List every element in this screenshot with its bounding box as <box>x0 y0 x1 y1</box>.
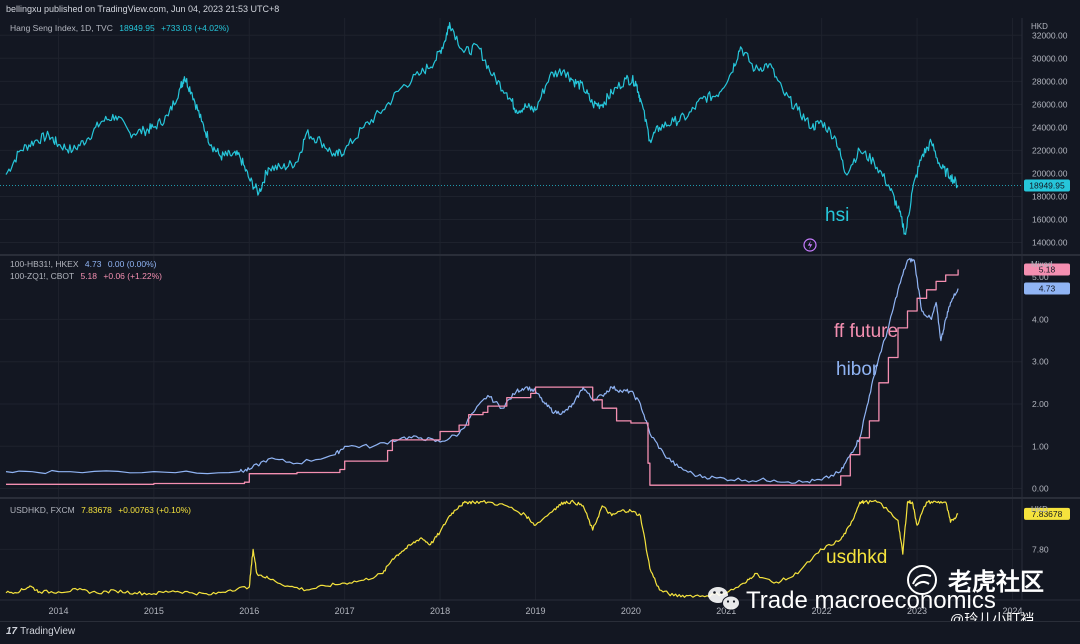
tiger-logo-icon <box>907 565 937 595</box>
pane-dividers <box>0 18 1080 601</box>
price-axis-tick: 0.00 <box>1032 484 1049 494</box>
price-axis-tick: 14000.00 <box>1032 237 1068 247</box>
time-axis-tick: 2018 <box>430 606 450 616</box>
lightning-icon[interactable] <box>803 238 817 252</box>
ff-annotation: ff future <box>834 321 898 342</box>
price-axis-tick: 2.00 <box>1032 399 1049 409</box>
hsi-annotation: hsi <box>825 205 849 226</box>
hsi-legend-name: Hang Seng Index, 1D, TVC <box>10 23 113 33</box>
usdhkd-axis-unit: HKD <box>1031 505 1048 514</box>
usdhkd-last-price-label-bg <box>1024 507 1070 520</box>
price-axis-tick: 26000.00 <box>1032 99 1068 109</box>
hibor-last-price-label: 4.73 <box>1039 284 1056 294</box>
hibor-legend-change: 0.00 (0.00%) <box>108 259 157 269</box>
hsi-last-price-label: 18949.95 <box>1029 181 1065 191</box>
tradingview-logo-text: TradingView <box>20 626 76 637</box>
hsi-last-price-label-bg <box>1024 179 1070 192</box>
price-axis-tick: 7.80 <box>1032 544 1049 554</box>
price-axis-tick: 16000.00 <box>1032 214 1068 224</box>
hsi-legend[interactable]: Hang Seng Index, 1D, TVC 18949.95 +733.0… <box>10 23 229 33</box>
ff-last-price-label: 5.18 <box>1039 265 1056 275</box>
wechat-icon <box>708 587 740 611</box>
footer-bar: 17 TradingView <box>0 621 1080 644</box>
axis-layer: 2014 2015 2016 2017 2018 2019 2020 2021 2022 2023… <box>48 30 1067 616</box>
price-axis-tick: 4.00 <box>1032 314 1049 324</box>
tiger-watermark-text: 老虎社区 <box>948 568 1044 596</box>
price-axis-tick: 22000.00 <box>1032 145 1068 155</box>
tradingview-logo-icon: 17 <box>6 626 18 637</box>
hibor-legend-name: 100-HB31!, HKEX <box>10 259 79 269</box>
price-axis-tick: 18000.00 <box>1032 191 1068 201</box>
hsi-axis-unit: HKD <box>1031 22 1048 31</box>
time-axis-tick: 2022 <box>812 606 832 616</box>
price-axis-tick: 20000.00 <box>1032 168 1068 178</box>
ff-legend-name: 100-ZQ1!, CBOT <box>10 271 74 281</box>
ff-series-line <box>6 269 959 486</box>
price-axis-tick: 32000.00 <box>1032 30 1068 40</box>
usdhkd-annotation: usdhkd <box>826 547 887 568</box>
hibor-legend-value: 4.73 <box>85 259 102 269</box>
series-layer <box>5 22 959 598</box>
price-axis-tick: 5.00 <box>1032 272 1049 282</box>
usdhkd-legend[interactable]: USDHKD, FXCM 7.83678 +0.00763 (+0.10%) <box>10 505 191 515</box>
price-axis-tick: 1.00 <box>1032 441 1049 451</box>
time-axis-tick: 2015 <box>144 606 164 616</box>
time-axis-tick: 2016 <box>239 606 259 616</box>
price-axis-tick: 3.00 <box>1032 357 1049 367</box>
time-axis-tick: 2023 <box>907 606 927 616</box>
price-axis-tick: 28000.00 <box>1032 76 1068 86</box>
hibor-series-line <box>5 257 959 484</box>
time-axis-tick: 2024 <box>1002 606 1022 616</box>
ff-last-price-label-bg <box>1024 263 1070 276</box>
hibor-last-price-label-bg <box>1024 282 1070 295</box>
tradingview-logo[interactable]: 17 TradingView <box>6 626 75 637</box>
tiger-watermark: 老虎社区 <box>907 565 1044 596</box>
hibor-annotation: hibor <box>836 359 879 380</box>
time-axis-tick: 2020 <box>621 606 641 616</box>
wechat-watermark-text: Trade macroeconomics <box>746 587 996 614</box>
time-axis-tick: 2017 <box>335 606 355 616</box>
usdhkd-legend-name: USDHKD, FXCM <box>10 505 75 515</box>
price-axis-tick: 24000.00 <box>1032 122 1068 132</box>
rates-axis-unit: Mixed <box>1031 260 1052 269</box>
ff-legend-change: +0.06 (+1.22%) <box>103 271 162 281</box>
time-axis-tick: 2021 <box>716 606 736 616</box>
hsi-legend-value: 18949.95 <box>119 23 155 33</box>
hsi-series-line <box>5 22 959 235</box>
ff-legend[interactable]: 100-ZQ1!, CBOT 5.18 +0.06 (+1.22%) <box>10 271 162 281</box>
time-axis-tick: 2014 <box>48 606 68 616</box>
label-layer: 18949.955.005.184.737.83678 <box>0 179 1070 520</box>
usdhkd-last-price-label: 7.83678 <box>1032 509 1063 519</box>
publish-credit: bellingxu published on TradingView.com, … <box>6 4 280 14</box>
hibor-legend[interactable]: 100-HB31!, HKEX 4.73 0.00 (0.00%) <box>10 259 157 269</box>
price-axis-tick: 30000.00 <box>1032 53 1068 63</box>
grid-layer <box>0 18 1022 600</box>
usdhkd-series-line <box>5 499 959 598</box>
wechat-watermark: Trade macroeconomics <box>708 587 996 614</box>
hsi-legend-change: +733.03 (+4.02%) <box>161 23 229 33</box>
time-axis-tick: 2019 <box>525 606 545 616</box>
usdhkd-legend-change: +0.00763 (+0.10%) <box>118 505 191 515</box>
usdhkd-legend-value: 7.83678 <box>81 505 112 515</box>
ff-legend-value: 5.18 <box>80 271 97 281</box>
